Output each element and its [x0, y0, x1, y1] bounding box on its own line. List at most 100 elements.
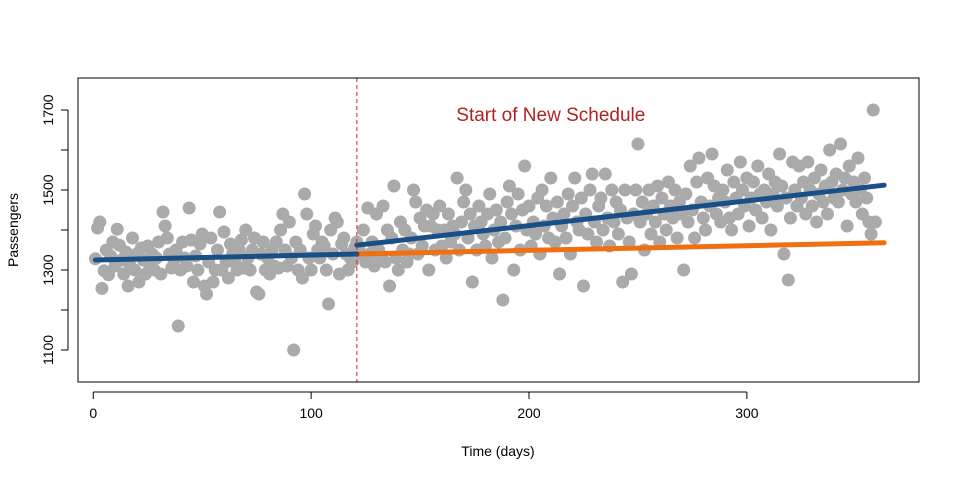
- data-point: [834, 137, 848, 151]
- data-point: [125, 231, 139, 245]
- data-point: [705, 147, 719, 161]
- data-point: [210, 243, 224, 257]
- data-point: [160, 231, 174, 245]
- data-point: [457, 195, 471, 209]
- data-point: [110, 222, 124, 236]
- data-point: [823, 143, 837, 157]
- data-point: [690, 175, 704, 189]
- data-point: [304, 263, 318, 277]
- data-point: [755, 211, 769, 225]
- data-point: [337, 231, 351, 245]
- data-point: [387, 179, 401, 193]
- data-point: [574, 191, 588, 205]
- data-point: [409, 195, 423, 209]
- data-point: [378, 255, 392, 269]
- data-point: [156, 205, 170, 219]
- data-point: [518, 159, 532, 173]
- data-point: [840, 219, 854, 233]
- data-point: [746, 175, 760, 189]
- data-point: [742, 219, 756, 233]
- data-point: [213, 205, 227, 219]
- data-point: [764, 223, 778, 237]
- x-tick-label: 200: [517, 405, 541, 421]
- data-point: [239, 223, 253, 237]
- y-tick-label: 1700: [40, 94, 56, 125]
- data-point: [777, 247, 791, 261]
- data-point: [287, 343, 301, 357]
- data-point: [191, 263, 205, 277]
- data-point: [553, 267, 567, 281]
- data-point: [773, 147, 787, 161]
- data-point: [566, 199, 580, 213]
- data-point: [535, 183, 549, 197]
- data-point: [688, 231, 702, 245]
- data-point: [95, 281, 109, 295]
- data-point: [182, 201, 196, 215]
- data-point: [733, 155, 747, 169]
- data-point: [454, 215, 468, 229]
- data-point: [598, 167, 612, 181]
- data-point: [670, 231, 684, 245]
- data-point: [529, 227, 543, 241]
- data-point: [775, 179, 789, 193]
- data-point: [842, 159, 856, 173]
- data-point: [507, 263, 521, 277]
- data-point: [298, 187, 312, 201]
- data-point: [692, 151, 706, 165]
- data-point: [500, 195, 514, 209]
- data-point: [716, 183, 730, 197]
- data-point: [269, 235, 283, 249]
- data-point: [783, 211, 797, 225]
- y-tick-label: 1300: [40, 254, 56, 285]
- data-point: [596, 223, 610, 237]
- data-point: [635, 195, 649, 209]
- data-point: [605, 183, 619, 197]
- data-point: [200, 287, 214, 301]
- data-point: [801, 155, 815, 169]
- x-tick-label: 100: [299, 405, 323, 421]
- data-point: [274, 223, 288, 237]
- data-point: [494, 215, 508, 229]
- data-point: [121, 279, 135, 293]
- data-point: [422, 263, 436, 277]
- data-point: [322, 297, 336, 311]
- data-point: [317, 239, 331, 253]
- data-point: [544, 171, 558, 185]
- data-point: [256, 235, 270, 249]
- data-point: [648, 215, 662, 229]
- data-point: [485, 251, 499, 265]
- data-point: [330, 215, 344, 229]
- data-point: [557, 207, 571, 221]
- y-axis-title: Passengers: [5, 193, 21, 267]
- data-point: [550, 195, 564, 209]
- data-point: [816, 195, 830, 209]
- data-point: [511, 187, 525, 201]
- data-point: [696, 211, 710, 225]
- data-point: [677, 263, 691, 277]
- data-point: [668, 183, 682, 197]
- data-point: [128, 263, 142, 277]
- data-point: [851, 151, 865, 165]
- data-point: [93, 215, 107, 229]
- data-point: [204, 231, 218, 245]
- data-point: [505, 207, 519, 221]
- x-tick-label: 0: [89, 405, 97, 421]
- data-point: [581, 227, 595, 241]
- counterfactual-trend-line: [354, 240, 887, 257]
- data-point: [407, 183, 421, 197]
- data-point: [651, 179, 665, 193]
- data-point: [644, 227, 658, 241]
- data-point: [860, 191, 874, 205]
- data-point: [180, 259, 194, 273]
- data-point: [119, 245, 133, 259]
- data-point: [594, 191, 608, 205]
- data-point: [866, 103, 880, 117]
- data-point: [611, 227, 625, 241]
- data-point: [655, 191, 669, 205]
- data-point: [206, 275, 220, 289]
- data-point: [781, 273, 795, 287]
- data-point: [820, 207, 834, 221]
- data-point: [616, 275, 630, 289]
- x-axis: 0 100 200 300: [89, 391, 759, 421]
